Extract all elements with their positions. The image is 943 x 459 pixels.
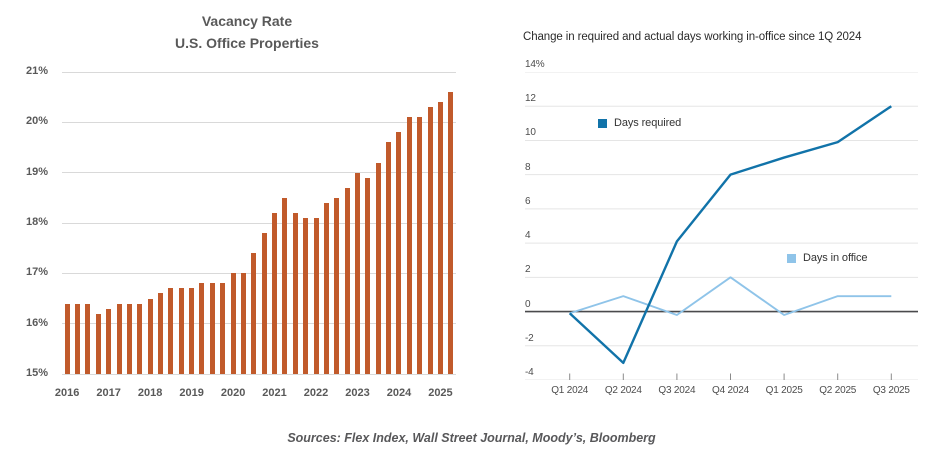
- gridline: [62, 373, 456, 375]
- vacancy-bar: [251, 253, 257, 374]
- gridline: [62, 272, 456, 274]
- series-line-days-required: [568, 105, 892, 365]
- left-chart-title-line1: Vacancy Rate: [201, 13, 293, 29]
- vacancy-bar: [199, 283, 205, 374]
- vacancy-bar: [417, 117, 423, 374]
- legend-days-required-label: Days required: [614, 117, 682, 129]
- vacancy-bar: [116, 303, 122, 374]
- vacancy-bar: [448, 92, 454, 374]
- vacancy-bar: [334, 197, 340, 374]
- y-tick-label: 0: [525, 298, 531, 310]
- gridline: [62, 121, 456, 123]
- x-tick-label: 2021: [262, 387, 287, 399]
- gridline: [62, 172, 456, 174]
- y-tick-label: 4: [525, 230, 531, 242]
- gridline: [62, 222, 456, 224]
- vacancy-bar: [437, 102, 443, 374]
- vacancy-bar: [75, 303, 81, 374]
- x-tick-label: Q2 2025: [819, 385, 857, 396]
- x-tick-label: Q3 2024: [658, 385, 696, 396]
- vacancy-bar: [95, 313, 101, 374]
- y-tick-label: 2: [525, 264, 531, 276]
- vacancy-bar: [261, 233, 267, 374]
- x-tick-label: Q2 2024: [604, 385, 642, 396]
- x-tick-label: 2018: [137, 387, 163, 399]
- vacancy-bar: [344, 187, 350, 374]
- left-chart-title: Vacancy Rate U.S. Office Properties: [0, 10, 494, 54]
- vacancy-bar: [272, 212, 278, 374]
- days-plot-area: 14% 12 10 8 6 4 2 0 -2 -4 Q1 2024 Q2 2024 Q3 2024 Q4 …: [525, 59, 918, 396]
- days-in-office-chart: Change in required and actual days worki…: [490, 0, 943, 412]
- gridline: [62, 323, 456, 325]
- vacancy-bar: [106, 308, 112, 374]
- y-tick-label: 12: [525, 93, 536, 105]
- y-tick-label: 18%: [25, 216, 48, 228]
- vacancy-bar: [189, 288, 195, 374]
- vacancy-bar: [85, 303, 91, 374]
- y-tick-label: 8: [525, 161, 531, 173]
- vacancy-bar: [375, 162, 381, 374]
- x-tick-label: 2017: [96, 387, 121, 399]
- y-tick-label: 6: [525, 195, 531, 207]
- x-tick-label: Q3 2025: [872, 385, 910, 396]
- legend-days-in-office-label: Days in office: [803, 252, 868, 264]
- x-tick-label: Q4 2024: [712, 385, 749, 396]
- sources-note: Sources: Flex Index, Wall Street Journal…: [287, 431, 656, 445]
- vacancy-bar: [323, 202, 329, 374]
- days-in-office-swatch-icon: [787, 253, 796, 263]
- y-tick-label: -4: [525, 367, 534, 378]
- vacancy-bar: [147, 298, 153, 374]
- vacancy-bar: [158, 293, 163, 374]
- x-tick-label: 2020: [220, 387, 246, 399]
- y-tick-label: 19%: [25, 165, 48, 178]
- vacancy-bar: [396, 132, 402, 374]
- y-tick-label: 21%: [25, 65, 48, 77]
- vacancy-bar: [220, 283, 226, 374]
- right-chart-title: Change in required and actual days worki…: [523, 31, 862, 43]
- left-chart-title-line2: U.S. Office Properties: [175, 35, 319, 51]
- y-tick-label: 17%: [25, 266, 48, 279]
- vacancy-bar: [168, 288, 174, 374]
- days-lines-svg: [525, 72, 918, 380]
- vacancy-bar: [427, 107, 433, 374]
- x-tick-label: 2025: [428, 387, 453, 399]
- legend-days-in-office: Days in office: [787, 252, 868, 264]
- vacancy-bar: [313, 217, 319, 374]
- x-tick-label: Q1 2025: [765, 385, 803, 396]
- y-tick-label: 15%: [25, 367, 48, 379]
- vacancy-bar: [282, 197, 288, 374]
- y-tick-label: -2: [525, 332, 534, 344]
- vacancy-bar: [406, 117, 412, 374]
- x-tick-label: 2016: [54, 387, 80, 399]
- vacancy-bar: [303, 217, 309, 374]
- x-tick-label: 2023: [345, 387, 370, 399]
- vacancy-bar: [365, 177, 371, 374]
- x-tick-label: 2019: [179, 387, 204, 399]
- vacancy-bar: [292, 212, 298, 374]
- vacancy-bar: [240, 273, 246, 374]
- vacancy-bar: [178, 288, 184, 374]
- gridline: [62, 71, 456, 73]
- series-line-days-in-office: [569, 276, 892, 316]
- y-tick-label: 16%: [25, 316, 48, 329]
- x-tick-label: Q1 2024: [551, 385, 589, 396]
- y-tick-label: 14%: [525, 59, 545, 70]
- legend-days-required: Days required: [598, 117, 681, 129]
- x-tick-label: 2022: [303, 387, 329, 399]
- vacancy-bar: [64, 303, 70, 374]
- x-tick-label: 2024: [386, 387, 412, 399]
- vacancy-bar: [137, 303, 143, 374]
- y-tick-label: 10: [525, 127, 536, 139]
- vacancy-bar: [126, 303, 132, 374]
- vacancy-bar: [355, 172, 360, 374]
- vacancy-bar: [386, 142, 392, 374]
- vacancy-plot-area: [62, 71, 456, 375]
- days-required-swatch-icon: [598, 118, 607, 128]
- y-tick-label: 20%: [25, 115, 48, 128]
- vacancy-bar: [230, 273, 236, 374]
- vacancy-bar: [209, 283, 215, 374]
